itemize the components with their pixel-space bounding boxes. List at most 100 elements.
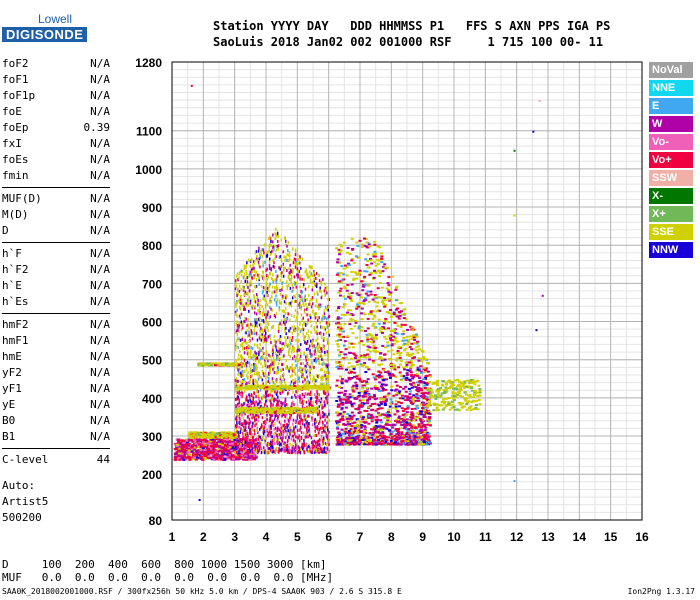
echo-point	[294, 258, 297, 262]
echo-point	[177, 438, 181, 441]
echo-point	[221, 447, 225, 450]
echo-point	[320, 438, 323, 442]
echo-point	[278, 428, 280, 432]
echo-point	[276, 298, 279, 302]
echo-point	[199, 432, 203, 435]
echo-point	[261, 426, 263, 430]
echo-point	[270, 340, 272, 344]
echo-point	[295, 260, 297, 264]
echo-point	[232, 363, 236, 366]
echo-point	[229, 436, 233, 439]
echo-point	[404, 385, 408, 388]
echo-point	[214, 451, 218, 454]
echo-point	[289, 410, 293, 413]
echo-point	[298, 261, 301, 265]
echo-point	[303, 300, 305, 304]
echo-point	[256, 295, 259, 299]
echo-point	[223, 432, 227, 435]
echo-point	[196, 438, 200, 441]
echo-point	[309, 274, 311, 278]
param-row: yE N/A	[2, 397, 110, 413]
echo-point	[265, 316, 267, 320]
echo-point	[322, 390, 325, 394]
echo-point	[246, 448, 249, 452]
echo-point	[178, 458, 182, 461]
echo-point	[175, 451, 179, 454]
echo-point	[326, 437, 329, 441]
echo-point	[294, 309, 297, 313]
echo-point	[279, 357, 281, 361]
echo-point	[284, 415, 287, 419]
echo-point	[257, 260, 260, 264]
echo-point	[340, 313, 344, 316]
echo-point	[235, 439, 239, 442]
echo-point	[313, 375, 315, 379]
echo-point	[245, 411, 249, 414]
echo-point	[289, 375, 292, 379]
echo-point	[302, 407, 304, 411]
echo-point	[233, 438, 237, 441]
echo-point	[277, 368, 280, 372]
echo-point	[366, 338, 370, 341]
echo-point	[308, 313, 311, 317]
echo-point	[262, 277, 265, 281]
echo-point	[299, 425, 302, 429]
y-tick-label: 80	[149, 514, 163, 528]
echo-point	[325, 415, 327, 419]
echo-point	[230, 363, 234, 366]
echo-point	[364, 395, 368, 398]
echo-point	[266, 326, 269, 330]
echo-point	[243, 272, 246, 276]
echo-point	[319, 303, 322, 307]
echo-point	[252, 260, 255, 264]
echo-point	[274, 315, 277, 319]
echo-point	[282, 436, 284, 440]
echo-point	[282, 408, 286, 411]
echo-point	[244, 307, 247, 311]
echo-point	[287, 283, 290, 287]
echo-point	[212, 438, 216, 441]
echo-point	[179, 450, 183, 453]
echo-point	[313, 365, 315, 369]
echo-point	[250, 447, 254, 450]
echo-point	[303, 304, 305, 308]
echo-point	[254, 445, 258, 448]
echo-point	[362, 300, 366, 303]
echo-point	[246, 298, 249, 302]
echo-point	[390, 402, 394, 405]
echo-point	[278, 441, 280, 445]
echo-point	[245, 331, 247, 335]
echo-point	[295, 411, 299, 414]
echo-point	[237, 278, 239, 282]
echo-point	[268, 381, 271, 385]
echo-point	[248, 364, 251, 368]
echo-point	[272, 258, 274, 262]
echo-point	[316, 374, 319, 378]
param-name: M(D)	[2, 208, 29, 221]
echo-point	[287, 439, 289, 443]
echo-point	[304, 384, 308, 387]
echo-point	[294, 282, 296, 286]
echo-point	[275, 404, 278, 408]
echo-point	[256, 343, 258, 347]
echo-point	[269, 418, 271, 422]
echo-point	[263, 384, 267, 387]
echo-point	[254, 300, 257, 304]
echo-point	[267, 371, 270, 375]
echo-point	[283, 427, 286, 431]
echo-point	[298, 368, 300, 372]
echo-point	[202, 438, 206, 441]
echo-point	[235, 387, 239, 390]
echo-point	[299, 295, 301, 299]
echo-point	[261, 406, 265, 409]
echo-point	[315, 426, 317, 430]
echo-point	[238, 451, 240, 455]
echo-point	[298, 415, 301, 419]
echo-point	[259, 405, 262, 409]
echo-point	[305, 302, 307, 306]
echo-point	[268, 368, 271, 372]
echo-point	[198, 364, 202, 367]
echo-point	[324, 305, 327, 309]
echo-point	[305, 358, 308, 362]
echo-point	[275, 378, 278, 382]
